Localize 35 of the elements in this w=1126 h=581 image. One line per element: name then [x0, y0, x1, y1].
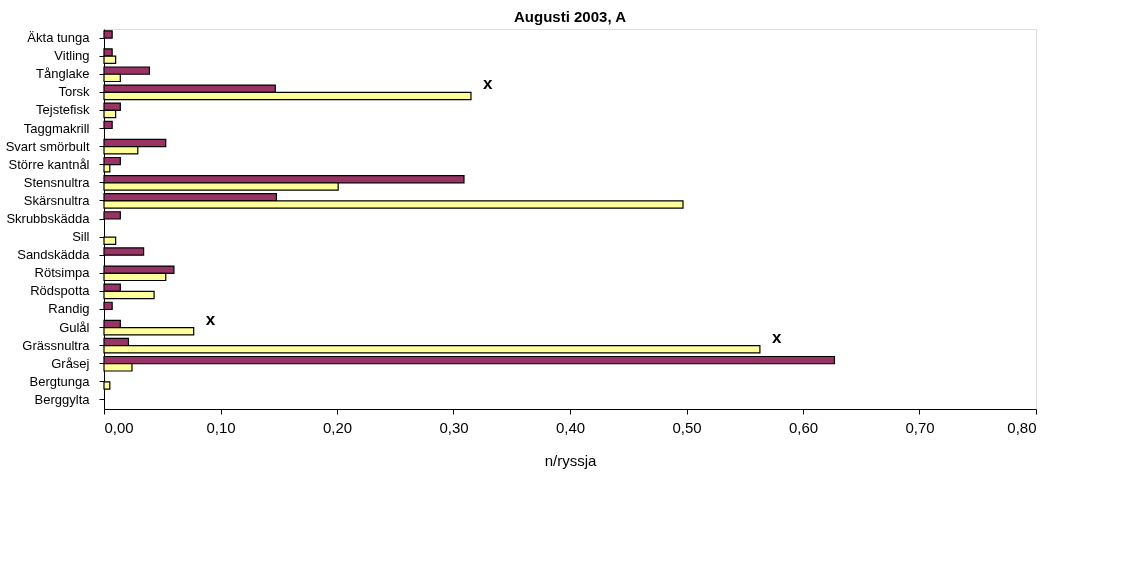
y-tick-label: Sandskädda — [17, 247, 91, 263]
y-tick-label: Svart smörbult — [5, 138, 90, 154]
y-tick-label: Berggylta — [34, 391, 91, 407]
y-tick-label: Gråsej — [51, 355, 90, 371]
x-tick-label: 0,50 — [672, 418, 702, 436]
y-tick-label: Vitling — [54, 48, 90, 64]
y-tick-label: Rötsimpa — [34, 265, 91, 281]
y-tick-label: Skärsnultra — [23, 192, 91, 208]
y-tick-label: Rödspotta — [30, 283, 91, 299]
y-tick-label: Tånglake — [36, 66, 90, 82]
x-tick-label: 0,30 — [439, 418, 469, 436]
y-tick-label: Grässnultra — [22, 337, 91, 353]
annotation: x — [482, 74, 493, 94]
y-tick-label: Tejstefisk — [36, 102, 90, 118]
y-tick-label: Gulål — [59, 319, 90, 335]
y-tick-label: Skrubbskädda — [6, 211, 91, 226]
x-tick-label: 0,20 — [322, 418, 353, 436]
y-tick-label: Bergtunga — [29, 373, 91, 389]
y-tick-label: Äkta tunga — [27, 30, 91, 46]
x-tick-label: 0,70 — [905, 418, 935, 436]
annotation: x — [205, 309, 216, 329]
x-tick-label: 0,80 — [1007, 418, 1037, 436]
chart-title: Augusti 2003, A — [514, 8, 627, 25]
y-tick-label: Taggmakrill — [23, 120, 90, 136]
y-tick-label: Randig — [48, 301, 90, 317]
x-axis-title: n/ryssja — [544, 451, 597, 469]
x-tick-label: 0,10 — [206, 418, 236, 436]
y-tick-label: Torsk — [58, 84, 90, 100]
annotation: x — [771, 327, 782, 347]
y-tick-label: Större kantnål — [8, 156, 90, 172]
y-tick-label: Sill — [72, 229, 90, 245]
x-tick-label: 0,40 — [555, 418, 586, 436]
x-tick-label: 0,60 — [788, 418, 819, 436]
y-tick-label: Stensnultra — [23, 174, 91, 190]
x-tick-label: 0,00 — [104, 418, 134, 436]
